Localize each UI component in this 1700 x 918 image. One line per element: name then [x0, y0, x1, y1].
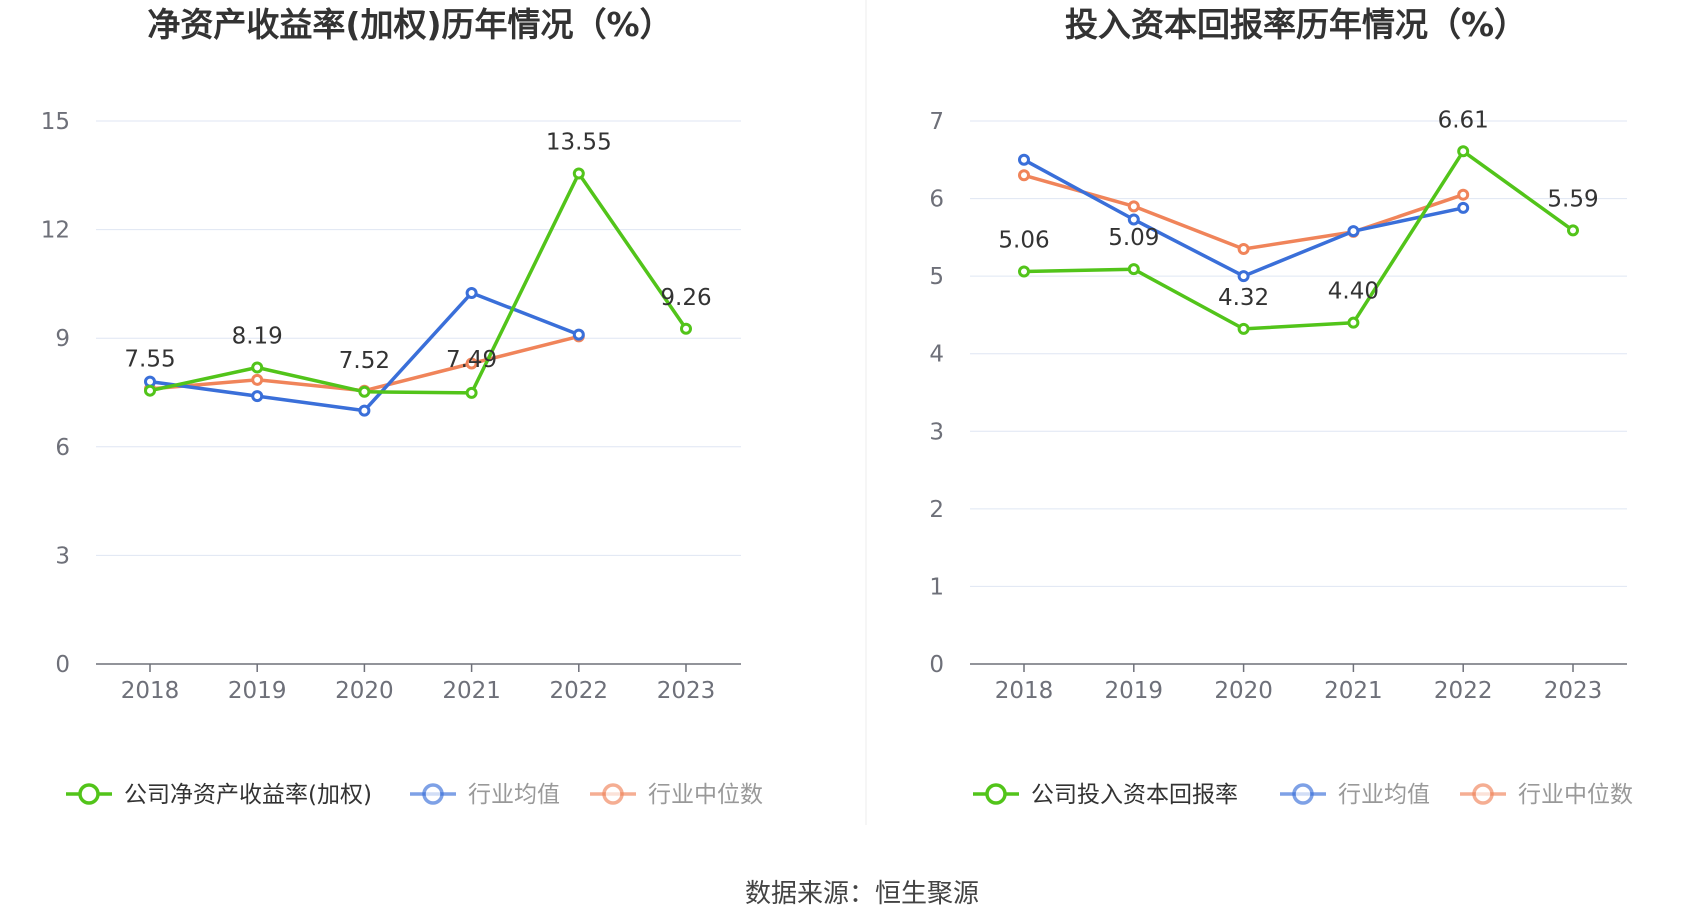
data-point — [1018, 153, 1030, 166]
legend-marker — [602, 783, 624, 805]
data-point — [465, 357, 478, 370]
roic-chart: 投入资本回报率历年情况（%） 0 1 2 3 4 5 6 7 2018 2019 2020 2021 2… — [929, 5, 1633, 808]
data-point — [1237, 242, 1250, 255]
data-point — [465, 286, 478, 299]
data-point — [1018, 169, 1030, 182]
y-tick-label: 12 — [41, 218, 70, 244]
data-point — [358, 385, 371, 398]
x-tick-label: 2023 — [657, 678, 716, 704]
legend-marker — [1472, 783, 1494, 805]
x-tick-label: 2019 — [228, 678, 287, 704]
data-label: 7.49 — [446, 347, 497, 373]
y-tick-label: 6 — [929, 187, 944, 213]
legend-label: 行业中位数 — [1518, 782, 1633, 808]
x-tick-label: 2020 — [335, 678, 394, 704]
data-label: 4.40 — [1328, 279, 1379, 305]
data-point — [1127, 213, 1140, 226]
data-point — [680, 322, 692, 335]
data-point — [1347, 316, 1360, 329]
data-label: 8.19 — [232, 324, 283, 350]
x-tick-label: 2018 — [995, 678, 1054, 704]
y-tick-label: 0 — [929, 652, 944, 678]
y-tick-label: 5 — [929, 264, 944, 290]
x-tick-label: 2023 — [1544, 678, 1603, 704]
legend-label: 行业均值 — [468, 782, 560, 808]
series-line — [1023, 149, 1575, 331]
legend-label: 公司净资产收益率(加权) — [124, 782, 372, 808]
series-line — [1023, 173, 1464, 251]
y-tick-label: 0 — [55, 652, 70, 678]
x-tick-label: 2020 — [1214, 678, 1273, 704]
y-tick-label: 7 — [929, 109, 944, 135]
x-tick-label: 2019 — [1105, 678, 1164, 704]
y-tick-label: 4 — [929, 342, 944, 368]
y-tick-label: 15 — [41, 109, 70, 135]
data-point — [1018, 265, 1030, 278]
data-point — [144, 384, 156, 397]
data-point — [1237, 322, 1250, 335]
data-label: 7.52 — [339, 348, 390, 374]
data-label: 4.32 — [1218, 285, 1269, 311]
data-point — [251, 373, 264, 386]
y-tick-label: 3 — [55, 543, 70, 569]
data-point — [1567, 224, 1579, 237]
data-point — [572, 328, 585, 341]
y-tick-label: 3 — [929, 419, 944, 445]
y-tick-label: 6 — [55, 435, 70, 461]
data-point — [1457, 188, 1470, 201]
roe-chart-title: 净资产收益率(加权)历年情况（%） — [147, 5, 672, 44]
x-tick-label: 2018 — [121, 678, 180, 704]
y-tick-label: 2 — [929, 497, 944, 523]
legend-item: 行业均值 — [410, 782, 560, 808]
data-label: 7.55 — [124, 347, 175, 373]
legend-marker — [985, 783, 1007, 805]
legend-label: 公司投入资本回报率 — [1031, 782, 1238, 808]
data-point — [1457, 145, 1470, 158]
x-tick-label: 2022 — [1434, 678, 1493, 704]
data-label: 6.61 — [1438, 107, 1489, 133]
legend-item: 行业中位数 — [590, 782, 763, 808]
legend-marker — [78, 783, 100, 805]
data-point — [358, 404, 371, 417]
data-label: 5.09 — [1108, 225, 1159, 251]
data-point — [1457, 201, 1470, 214]
legend-item: 公司投入资本回报率 — [973, 782, 1238, 808]
roic-chart-title: 投入资本回报率历年情况（%） — [1065, 5, 1527, 44]
data-label: 5.06 — [998, 227, 1049, 253]
data-point — [465, 386, 478, 399]
y-tick-label: 9 — [55, 326, 70, 352]
data-label: 5.59 — [1547, 186, 1598, 212]
x-tick-label: 2022 — [550, 678, 609, 704]
legend-label: 行业中位数 — [648, 782, 763, 808]
data-label: 13.55 — [546, 129, 612, 155]
data-source-label: 数据来源：恒生聚源 — [745, 879, 979, 909]
legend-label: 行业均值 — [1338, 782, 1430, 808]
x-tick-label: 2021 — [442, 678, 501, 704]
data-point — [1127, 200, 1140, 213]
legend-marker — [1292, 783, 1314, 805]
legend-marker — [422, 783, 444, 805]
data-point — [251, 390, 264, 403]
data-point — [251, 361, 264, 374]
data-point — [572, 167, 585, 180]
series-line — [149, 171, 688, 395]
x-tick-label: 2021 — [1324, 678, 1383, 704]
y-tick-label: 1 — [929, 574, 944, 600]
data-point — [1127, 263, 1140, 276]
data-point — [1237, 270, 1250, 283]
data-point — [1347, 225, 1360, 238]
legend-item: 行业均值 — [1280, 782, 1430, 808]
legend-item: 行业中位数 — [1460, 782, 1633, 808]
legend-item: 公司净资产收益率(加权) — [66, 782, 372, 808]
roe-chart: 净资产收益率(加权)历年情况（%） 0 3 6 9 12 15 2018 2019 2020 20… — [41, 5, 763, 808]
data-label: 9.26 — [660, 285, 711, 311]
